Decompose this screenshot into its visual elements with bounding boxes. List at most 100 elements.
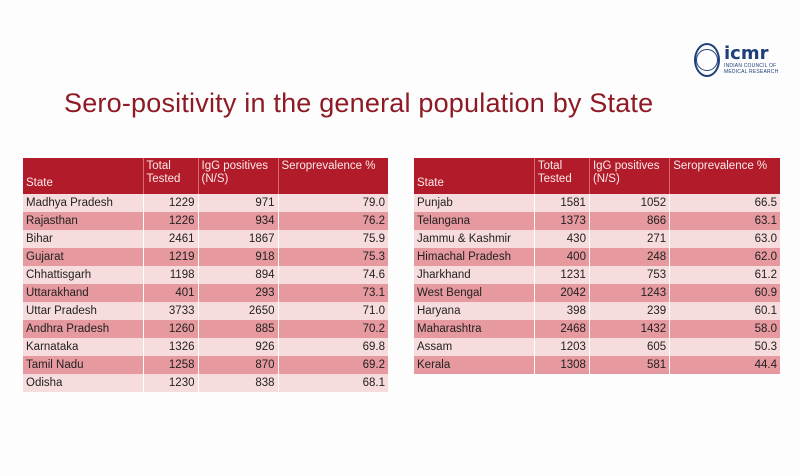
cell-igg-positives: 1432 xyxy=(589,320,671,338)
header-igg-positives: IgG positives (N/S) xyxy=(589,158,671,194)
cell-total-tested: 1226 xyxy=(143,212,199,230)
cell-igg-positives: 885 xyxy=(198,320,279,338)
cell-igg-positives: 838 xyxy=(198,374,279,392)
table-row: Chhattisgarh 1198 894 74.6 xyxy=(23,266,388,284)
cell-state: Karnataka xyxy=(23,338,144,356)
cell-igg-positives: 239 xyxy=(589,302,671,320)
logo-tagline: INDIAN COUNCIL OF MEDICAL RESEARCH xyxy=(724,63,779,75)
cell-igg-positives: 926 xyxy=(198,338,279,356)
cell-state: Uttarakhand xyxy=(23,284,144,302)
cell-igg-positives: 866 xyxy=(589,212,671,230)
cell-state: Assam xyxy=(414,338,535,356)
table-row: Punjab 1581 1052 66.5 xyxy=(414,194,780,212)
icmr-logo: icmr INDIAN COUNCIL OF MEDICAL RESEARCH xyxy=(694,40,786,80)
table-row: Gujarat 1219 918 75.3 xyxy=(23,248,388,266)
cell-state: Tamil Nadu xyxy=(23,356,144,374)
cell-total-tested: 1198 xyxy=(143,266,199,284)
cell-seroprevalence: 63.1 xyxy=(669,212,780,230)
cell-state: Haryana xyxy=(414,302,535,320)
cell-igg-positives: 293 xyxy=(198,284,279,302)
cell-seroprevalence: 68.1 xyxy=(278,374,388,392)
slide-title: Sero-positivity in the general populatio… xyxy=(64,88,654,118)
cell-seroprevalence: 69.8 xyxy=(278,338,388,356)
cell-seroprevalence: 60.9 xyxy=(669,284,780,302)
cell-state: Madhya Pradesh xyxy=(23,194,144,212)
table-header-row: State Total Tested IgG positives (N/S) S… xyxy=(23,158,388,194)
header-state: State xyxy=(414,158,535,194)
table-row: Assam 1203 605 50.3 xyxy=(414,338,780,356)
cell-igg-positives: 581 xyxy=(589,356,671,374)
cell-seroprevalence: 44.4 xyxy=(669,356,780,374)
cell-seroprevalence: 69.2 xyxy=(278,356,388,374)
cell-seroprevalence: 75.9 xyxy=(278,230,388,248)
table-header-row: State Total Tested IgG positives (N/S) S… xyxy=(414,158,780,194)
cell-state: Telangana xyxy=(414,212,535,230)
cell-total-tested: 1229 xyxy=(143,194,199,212)
cell-total-tested: 2042 xyxy=(534,284,590,302)
seal-icon xyxy=(694,43,720,77)
cell-seroprevalence: 79.0 xyxy=(278,194,388,212)
cell-igg-positives: 1243 xyxy=(589,284,671,302)
header-seroprevalence: Seroprevalence % xyxy=(669,158,780,194)
table-row: Jammu & Kashmir 430 271 63.0 xyxy=(414,230,780,248)
cell-igg-positives: 870 xyxy=(198,356,279,374)
table-row: Kerala 1308 581 44.4 xyxy=(414,356,780,374)
cell-total-tested: 1326 xyxy=(143,338,199,356)
cell-total-tested: 1258 xyxy=(143,356,199,374)
logo-name: icmr xyxy=(724,43,769,64)
header-igg-positives: IgG positives (N/S) xyxy=(198,158,279,194)
header-seroprevalence: Seroprevalence % xyxy=(278,158,388,194)
cell-state: Gujarat xyxy=(23,248,144,266)
cell-igg-positives: 894 xyxy=(198,266,279,284)
header-state: State xyxy=(23,158,144,194)
cell-state: Uttar Pradesh xyxy=(23,302,144,320)
table-row: Karnataka 1326 926 69.8 xyxy=(23,338,388,356)
cell-state: Jammu & Kashmir xyxy=(414,230,535,248)
cell-igg-positives: 605 xyxy=(589,338,671,356)
cell-state: Bihar xyxy=(23,230,144,248)
table-row: Uttarakhand 401 293 73.1 xyxy=(23,284,388,302)
cell-total-tested: 2461 xyxy=(143,230,199,248)
state-table-right: State Total Tested IgG positives (N/S) S… xyxy=(414,158,780,374)
state-table-left: State Total Tested IgG positives (N/S) S… xyxy=(23,158,388,392)
table-row: Himachal Pradesh 400 248 62.0 xyxy=(414,248,780,266)
cell-state: Odisha xyxy=(23,374,144,392)
cell-seroprevalence: 66.5 xyxy=(669,194,780,212)
cell-total-tested: 1230 xyxy=(143,374,199,392)
cell-state: Andhra Pradesh xyxy=(23,320,144,338)
cell-seroprevalence: 63.0 xyxy=(669,230,780,248)
cell-igg-positives: 1052 xyxy=(589,194,671,212)
cell-seroprevalence: 73.1 xyxy=(278,284,388,302)
cell-state: West Bengal xyxy=(414,284,535,302)
cell-state: Punjab xyxy=(414,194,535,212)
table-row: Bihar 2461 1867 75.9 xyxy=(23,230,388,248)
cell-seroprevalence: 74.6 xyxy=(278,266,388,284)
cell-total-tested: 1581 xyxy=(534,194,590,212)
table-row: Andhra Pradesh 1260 885 70.2 xyxy=(23,320,388,338)
cell-seroprevalence: 58.0 xyxy=(669,320,780,338)
table-row: Telangana 1373 866 63.1 xyxy=(414,212,780,230)
cell-seroprevalence: 60.1 xyxy=(669,302,780,320)
cell-state: Himachal Pradesh xyxy=(414,248,535,266)
header-total-tested: Total Tested xyxy=(534,158,590,194)
cell-state: Chhattisgarh xyxy=(23,266,144,284)
cell-seroprevalence: 61.2 xyxy=(669,266,780,284)
table-row: Maharashtra 2468 1432 58.0 xyxy=(414,320,780,338)
cell-total-tested: 400 xyxy=(534,248,590,266)
cell-total-tested: 3733 xyxy=(143,302,199,320)
table-row: Haryana 398 239 60.1 xyxy=(414,302,780,320)
cell-state: Maharashtra xyxy=(414,320,535,338)
table-row: Tamil Nadu 1258 870 69.2 xyxy=(23,356,388,374)
table-row: Rajasthan 1226 934 76.2 xyxy=(23,212,388,230)
cell-seroprevalence: 70.2 xyxy=(278,320,388,338)
cell-total-tested: 1219 xyxy=(143,248,199,266)
table-row: Odisha 1230 838 68.1 xyxy=(23,374,388,392)
cell-seroprevalence: 76.2 xyxy=(278,212,388,230)
cell-igg-positives: 753 xyxy=(589,266,671,284)
cell-total-tested: 401 xyxy=(143,284,199,302)
cell-state: Jharkhand xyxy=(414,266,535,284)
cell-igg-positives: 934 xyxy=(198,212,279,230)
cell-state: Rajasthan xyxy=(23,212,144,230)
cell-igg-positives: 918 xyxy=(198,248,279,266)
